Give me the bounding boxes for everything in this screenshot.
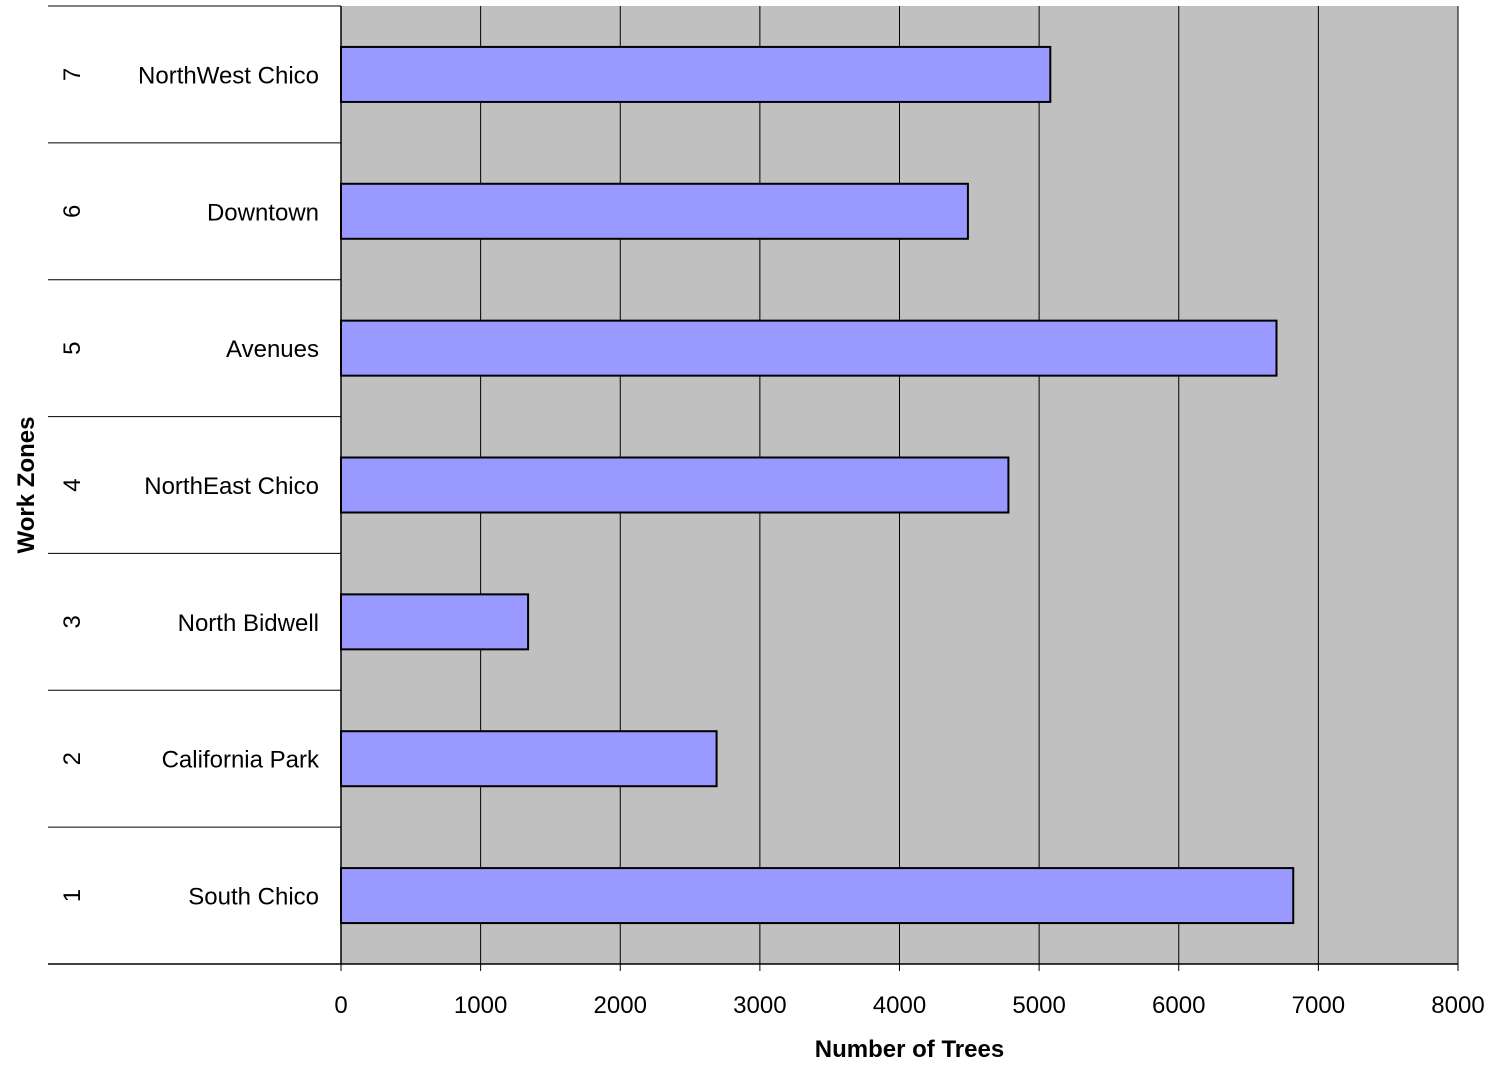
x-tick-label: 0 (334, 992, 347, 1019)
axes (48, 5, 1459, 971)
zone-number-label: 7 (59, 68, 86, 81)
x-tick-label: 6000 (1152, 992, 1205, 1019)
zone-number-label: 5 (59, 341, 86, 354)
category-name-label: NorthWest Chico (138, 62, 319, 89)
x-tick-label: 7000 (1292, 992, 1345, 1019)
zone-number-label: 4 (59, 478, 86, 491)
x-tick-label: 2000 (594, 992, 647, 1019)
labels: 0 1000 2000 3000 4000 5000 6000 7000 8000 South C… (59, 62, 1485, 1019)
bar (340, 456, 1010, 514)
x-tick-label: 4000 (873, 992, 926, 1019)
bar (340, 319, 1278, 377)
category-name-label: NorthEast Chico (144, 473, 319, 500)
x-tick-label: 8000 (1431, 992, 1484, 1019)
category-name-label: California Park (162, 747, 320, 774)
bar (340, 45, 1052, 103)
bar (340, 182, 969, 240)
x-tick-label: 5000 (1012, 992, 1065, 1019)
category-name-label: South Chico (188, 884, 319, 911)
x-tick-label: 1000 (454, 992, 507, 1019)
bar (340, 867, 1295, 925)
zone-number-label: 6 (59, 205, 86, 218)
zone-number-label: 2 (59, 752, 86, 765)
category-name-label: Downtown (207, 199, 319, 226)
category-name-label: Avenues (226, 336, 319, 363)
category-name-label: North Bidwell (178, 610, 319, 637)
y-axis-title: Work Zones (13, 417, 40, 554)
x-axis-title: Number of Trees (815, 1036, 1004, 1063)
bars (340, 45, 1295, 925)
bar (340, 730, 718, 788)
zone-number-label: 3 (59, 615, 86, 628)
bar (340, 593, 530, 651)
zone-number-label: 1 (59, 889, 86, 902)
x-tick-label: 3000 (733, 992, 786, 1019)
